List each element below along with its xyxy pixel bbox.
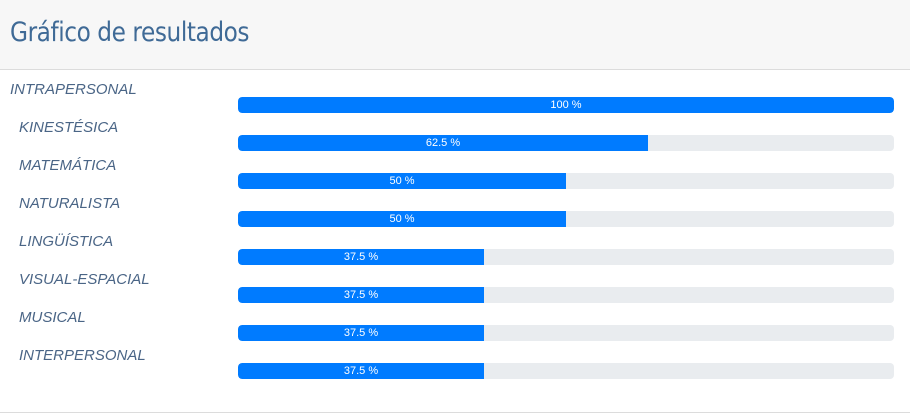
category-label: MATEMÁTICA [19, 157, 117, 174]
bar: 100 % [238, 97, 894, 113]
bar: 50 % [238, 211, 566, 227]
category-label: INTRAPERSONAL [10, 81, 137, 98]
bar-row: MUSICAL 37.5 % [0, 299, 910, 341]
bar-value-label: 37.5 % [343, 365, 379, 377]
results-bar-chart: INTRAPERSONAL 100 % KINESTÉSICA 62.5 % MATEM… [0, 71, 910, 411]
bar: 37.5 % [238, 249, 484, 265]
category-label: LINGÜÍSTICA [19, 233, 114, 250]
category-label: KINESTÉSICA [19, 119, 119, 136]
bar-value-label: 100 % [550, 99, 582, 111]
bar-track: 37.5 % [238, 363, 894, 379]
bar: 37.5 % [238, 287, 484, 303]
bar: 37.5 % [238, 363, 484, 379]
bar-value-label: 37.5 % [343, 327, 379, 339]
bar-track: 37.5 % [238, 287, 894, 303]
bar-value-label: 50 % [389, 213, 415, 225]
bar-track: 50 % [238, 173, 894, 189]
bar-value-label: 62.5 % [425, 137, 461, 149]
header: Gráfico de resultados [0, 0, 910, 70]
bar-row: VISUAL-ESPACIAL 37.5 % [0, 261, 910, 303]
category-label: NATURALISTA [19, 195, 121, 212]
bar-row: MATEMÁTICA 50 % [0, 147, 910, 189]
bar-row: NATURALISTA 50 % [0, 185, 910, 227]
bar-track: 62.5 % [238, 135, 894, 151]
page-title: Gráfico de resultados [10, 17, 250, 48]
bar-row: INTRAPERSONAL 100 % [0, 71, 910, 113]
bar: 37.5 % [238, 325, 484, 341]
bar-value-label: 50 % [389, 175, 415, 187]
bar-row: LINGÜÍSTICA 37.5 % [0, 223, 910, 265]
bar-value-label: 37.5 % [343, 289, 379, 301]
bar-track: 37.5 % [238, 249, 894, 265]
bar-row: INTERPERSONAL 37.5 % [0, 337, 910, 379]
bar-value-label: 37.5 % [343, 251, 379, 263]
bottom-divider [0, 412, 910, 413]
bar: 62.5 % [238, 135, 648, 151]
bar-track: 37.5 % [238, 325, 894, 341]
bar-row: KINESTÉSICA 62.5 % [0, 109, 910, 151]
bar-track: 100 % [238, 97, 894, 113]
category-label: MUSICAL [19, 309, 86, 326]
bar-track: 50 % [238, 211, 894, 227]
bar: 50 % [238, 173, 566, 189]
category-label: VISUAL-ESPACIAL [19, 271, 150, 288]
category-label: INTERPERSONAL [19, 347, 146, 364]
